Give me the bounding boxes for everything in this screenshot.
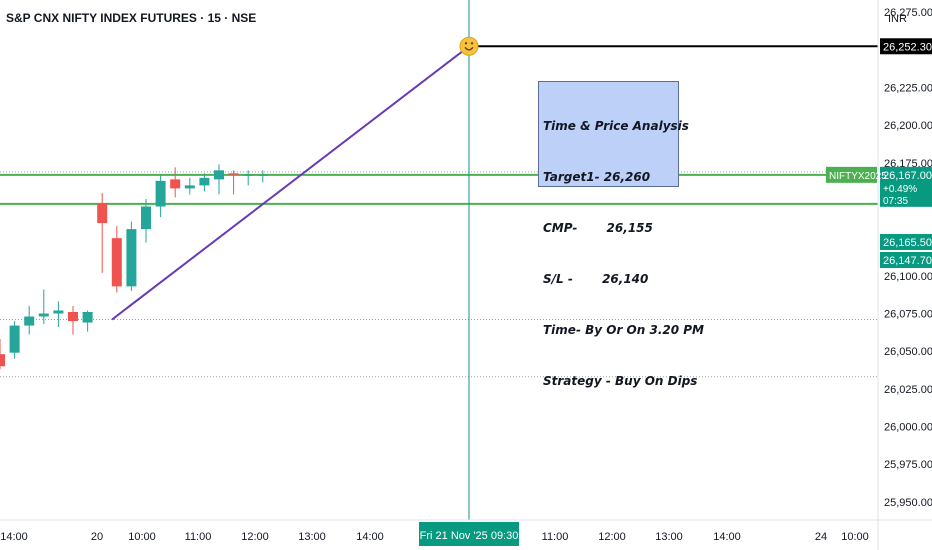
current-price-extra: 07:35 xyxy=(883,196,908,207)
y-tick-label: 26,275.00 xyxy=(884,7,932,19)
symbol-name-tag: NIFTYX2025 xyxy=(829,171,887,182)
x-tick-label: 12:00 xyxy=(598,531,626,543)
note-line: CMP- 26,155 xyxy=(543,221,653,235)
crosshair-time-label: Fri 21 Nov '25 09:30 xyxy=(420,530,519,542)
y-tick-label: 26,025.00 xyxy=(884,384,932,396)
candle-body[interactable] xyxy=(141,206,151,230)
y-tick-label: 26,175.00 xyxy=(884,158,932,170)
candle-body[interactable] xyxy=(155,180,166,207)
candle-body[interactable] xyxy=(24,316,35,326)
symbol-name-tag-bg xyxy=(826,166,877,183)
candle-body[interactable] xyxy=(111,238,122,287)
x-tick-label: 20 xyxy=(91,531,103,543)
candle-body[interactable] xyxy=(257,174,268,176)
target-price-tag: 26,252.30 xyxy=(883,41,932,53)
note-line: S/L - 26,140 xyxy=(543,272,649,286)
x-tick-label: 14:00 xyxy=(0,531,28,543)
level-price-tag-bg xyxy=(880,252,932,268)
y-tick-label: 25,950.00 xyxy=(884,497,932,509)
smiley-icon[interactable] xyxy=(459,36,479,56)
candle-body[interactable] xyxy=(184,185,195,189)
x-tick-label: 14:00 xyxy=(713,531,741,543)
note-line: Target1- 26,260 xyxy=(543,170,651,184)
candle-body[interactable] xyxy=(68,312,78,322)
x-tick-label: 24 xyxy=(815,531,827,543)
candle-body[interactable] xyxy=(53,310,64,314)
y-tick-label: 26,200.00 xyxy=(884,120,932,132)
candle-body[interactable] xyxy=(170,179,181,189)
symbol-title: S&P CNX NIFTY INDEX FUTURES · 15 · NSE xyxy=(6,11,256,25)
note-line: Time- By Or On 3.20 PM xyxy=(543,323,704,337)
analysis-note[interactable]: Time & Price Analysis Target1- 26,260 CM… xyxy=(538,81,704,388)
y-tick-label: 26,225.00 xyxy=(884,82,932,94)
level-price-tag: 26,147.70 xyxy=(883,255,932,267)
level-price-tag-bg xyxy=(880,234,932,250)
candle-body[interactable] xyxy=(9,325,20,353)
x-tick-label: 12:00 xyxy=(241,531,269,543)
smiley-eye xyxy=(470,42,474,45)
x-tick-label: 11:00 xyxy=(542,531,569,543)
note-line: Time & Price Analysis xyxy=(543,119,689,133)
candle-body[interactable] xyxy=(97,203,108,224)
x-tick-label: 14:00 xyxy=(356,531,384,543)
candle-body[interactable] xyxy=(243,174,254,176)
current-price-extra: +0.49% xyxy=(883,184,917,195)
y-tick-label: 26,100.00 xyxy=(884,271,932,283)
current-price-tag: 26,167.00 xyxy=(883,170,932,182)
trendline[interactable] xyxy=(111,45,470,321)
candle-body[interactable] xyxy=(228,173,239,175)
drawings[interactable] xyxy=(111,0,878,520)
target-price-tag-bg xyxy=(880,38,932,55)
y-tick-label: 25,975.00 xyxy=(884,459,932,471)
candle-body[interactable] xyxy=(0,354,5,367)
y-tick-label: 26,050.00 xyxy=(884,346,932,358)
x-tick-label: 11:00 xyxy=(185,531,212,543)
y-tick-label: 26,000.00 xyxy=(884,422,932,434)
x-tick-label: 13:00 xyxy=(298,531,326,543)
note-line: Strategy - Buy On Dips xyxy=(543,374,698,388)
y-tick-label: 26,075.00 xyxy=(884,309,932,321)
level-price-tag: 26,165.50 xyxy=(883,237,932,249)
candles[interactable] xyxy=(0,164,268,370)
candle-body[interactable] xyxy=(126,229,137,287)
smiley-mouth xyxy=(464,46,474,51)
x-tick-label: 13:00 xyxy=(655,531,683,543)
x-tick-label: 10:00 xyxy=(841,531,869,543)
candle-body[interactable] xyxy=(214,170,224,180)
smiley-eye xyxy=(464,42,468,45)
currency-label: INR xyxy=(888,13,907,25)
candle-body[interactable] xyxy=(82,312,93,323)
x-tick-label: 10:00 xyxy=(128,531,156,543)
candle-body[interactable] xyxy=(38,313,49,317)
current-price-tag-bg xyxy=(880,166,932,207)
candle-body[interactable] xyxy=(199,177,210,186)
crosshair-time-badge xyxy=(419,522,519,546)
